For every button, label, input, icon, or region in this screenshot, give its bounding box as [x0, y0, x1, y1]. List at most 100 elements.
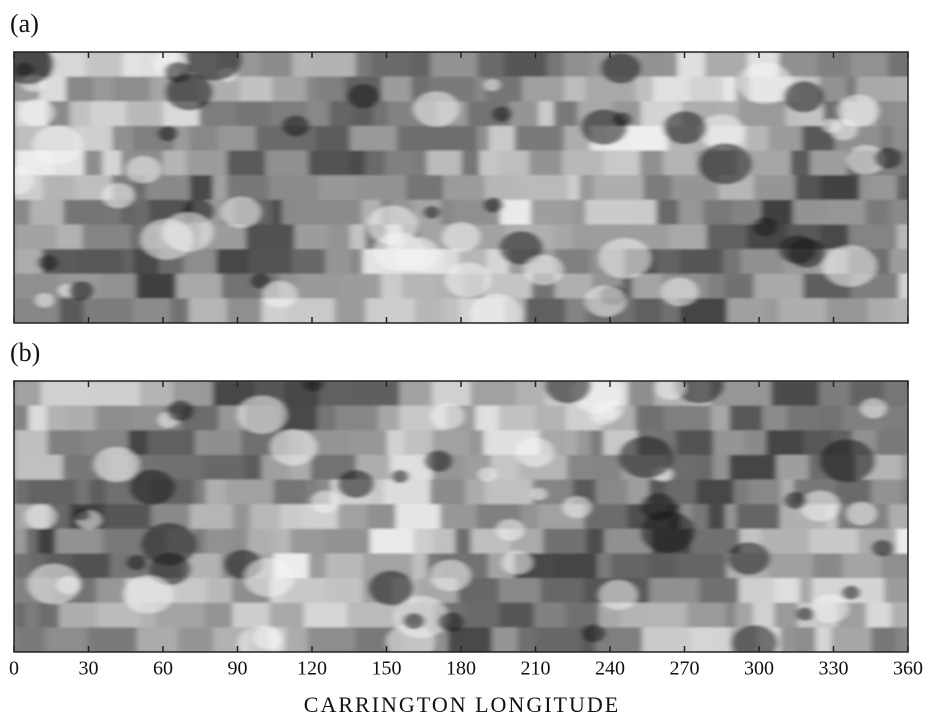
texture-block [335, 405, 380, 432]
texture-block [43, 175, 76, 201]
texture-block [522, 76, 566, 103]
texture-block [14, 553, 30, 580]
texture-block [204, 528, 234, 555]
texture-block [170, 298, 190, 323]
texture-block [193, 528, 206, 555]
texture-block [123, 249, 135, 275]
texture-block [499, 199, 532, 226]
texture-block [64, 405, 97, 432]
texture-block [535, 627, 582, 652]
texture-block [443, 175, 486, 201]
texture-blob [310, 490, 340, 514]
texture-block [280, 504, 304, 530]
texture-block [383, 479, 432, 506]
texture-block [90, 381, 141, 407]
x-tick-label: 210 [521, 658, 551, 680]
texture-block [431, 125, 479, 152]
texture-blob [837, 94, 880, 127]
texture-block [845, 76, 858, 103]
texture-block [818, 381, 852, 407]
texture-block [584, 504, 629, 530]
texture-block [317, 76, 347, 103]
texture-block [679, 249, 725, 275]
texture-blob [841, 585, 861, 600]
texture-block [678, 199, 704, 226]
texture-block [271, 199, 284, 226]
texture-block [572, 224, 592, 251]
texture-blob [157, 125, 179, 142]
texture-block [567, 175, 581, 201]
texture-block [67, 430, 84, 456]
panel-label: (a) [10, 9, 39, 38]
texture-block [190, 504, 234, 530]
texture-block [745, 125, 770, 152]
texture-block [90, 101, 128, 127]
texture-block [835, 479, 872, 506]
texture-blob [811, 594, 849, 624]
texture-block [896, 175, 908, 201]
texture-block [328, 224, 351, 251]
texture-block [604, 150, 641, 177]
x-axis-label: CARRINGTON LONGITUDE [304, 692, 620, 717]
texture-block [491, 627, 519, 652]
texture-block [880, 125, 893, 152]
texture-block [357, 175, 408, 201]
texture-block [567, 430, 579, 456]
texture-block [136, 627, 179, 652]
texture-blob [523, 254, 564, 286]
texture-blob [846, 501, 877, 526]
texture-block [752, 602, 776, 629]
texture-block [56, 224, 84, 251]
texture-block [188, 298, 228, 323]
panel-label: (b) [10, 338, 40, 367]
texture-block [227, 150, 267, 177]
texture-blob [530, 487, 548, 501]
texture-block [45, 627, 89, 652]
texture-block [369, 528, 415, 555]
texture-block [76, 479, 91, 506]
texture-block [14, 224, 58, 251]
texture-block [59, 298, 85, 323]
texture-block [205, 430, 243, 456]
texture-block [596, 553, 613, 580]
texture-block [859, 175, 872, 201]
texture-block [273, 479, 307, 506]
texture-block [744, 430, 768, 456]
texture-blob [598, 238, 652, 279]
texture-block [28, 405, 48, 432]
texture-block [325, 578, 364, 604]
texture-block [890, 602, 908, 629]
texture-block [713, 627, 732, 652]
texture-block [483, 430, 505, 456]
texture-blob [584, 285, 627, 317]
texture-block [355, 52, 372, 78]
x-tick-label: 300 [744, 658, 774, 680]
texture-block [14, 528, 28, 555]
texture-block [69, 101, 92, 127]
texture-blob [731, 625, 778, 652]
texture-blob [19, 98, 56, 127]
texture-block [37, 528, 57, 555]
texture-block [40, 381, 92, 407]
texture-block [819, 405, 844, 432]
texture-block [147, 430, 196, 456]
texture-block [883, 381, 908, 407]
texture-blob [93, 446, 140, 483]
texture-block [372, 479, 385, 506]
texture-blob [445, 262, 491, 298]
texture-block [691, 627, 715, 652]
texture-block [768, 553, 814, 580]
texture-block [316, 125, 351, 152]
texture-block [66, 76, 95, 103]
texture-block [85, 52, 124, 78]
texture-block [440, 199, 455, 226]
texture-block [203, 454, 246, 481]
texture-block [649, 578, 701, 604]
texture-block [232, 504, 252, 530]
texture-block [465, 479, 486, 506]
texture-blob [727, 542, 771, 575]
texture-block [645, 602, 688, 629]
texture-block [881, 553, 908, 580]
texture-blob [860, 398, 887, 419]
texture-block [875, 101, 897, 127]
